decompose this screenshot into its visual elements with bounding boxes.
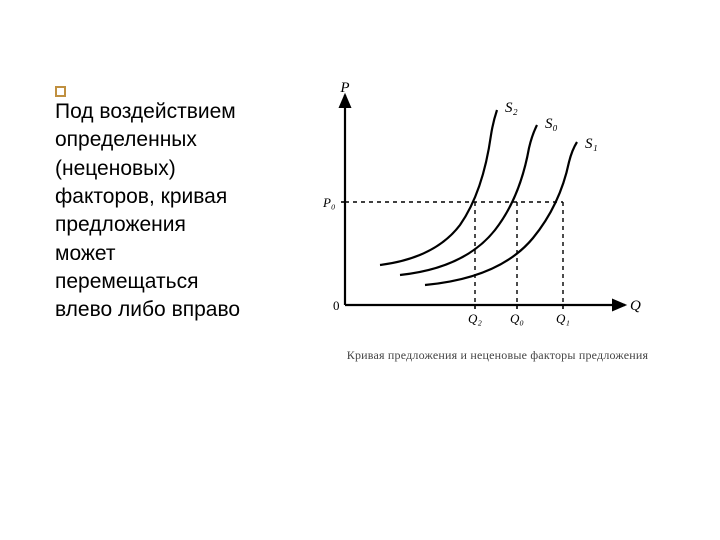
svg-text:S₀: S₀ [545, 116, 558, 132]
body-text: Под воздействием определенных (неценовых… [55, 98, 250, 325]
svg-text:Q₁: Q₁ [556, 311, 570, 326]
svg-text:S₂: S₂ [505, 100, 518, 116]
svg-text:Q₀: Q₀ [510, 311, 524, 326]
bullet-square-icon [55, 86, 66, 97]
svg-text:S₁: S₁ [585, 136, 598, 152]
svg-text:P₀: P₀ [322, 195, 335, 210]
chart-block: P Q 0 P₀ S₂ Q₂ S₀ Q₀ S₁ Q₁ Кривая предложения и н… [285, 80, 690, 363]
svg-text:P: P [339, 80, 349, 96]
slide-content: Под воздействием определенных (неценовых… [0, 0, 720, 363]
text-block: Под воздействием определенных (неценовых… [55, 80, 285, 363]
svg-text:Q: Q [630, 298, 641, 314]
svg-text:0: 0 [333, 298, 340, 313]
chart-caption: Кривая предложения и неценовые факторы п… [305, 348, 690, 363]
supply-curves-chart: P Q 0 P₀ S₂ Q₂ S₀ Q₀ S₁ Q₁ [305, 80, 645, 340]
svg-text:Q₂: Q₂ [468, 311, 482, 326]
